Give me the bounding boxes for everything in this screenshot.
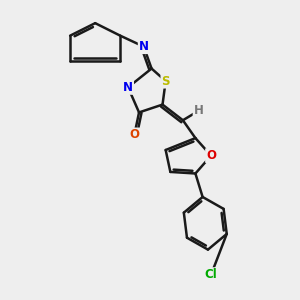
Text: H: H (194, 104, 203, 117)
Text: O: O (129, 128, 139, 142)
Text: Cl: Cl (205, 268, 218, 281)
Text: N: N (123, 81, 133, 94)
Text: N: N (139, 40, 149, 53)
Text: O: O (206, 149, 216, 162)
Text: S: S (161, 75, 170, 88)
